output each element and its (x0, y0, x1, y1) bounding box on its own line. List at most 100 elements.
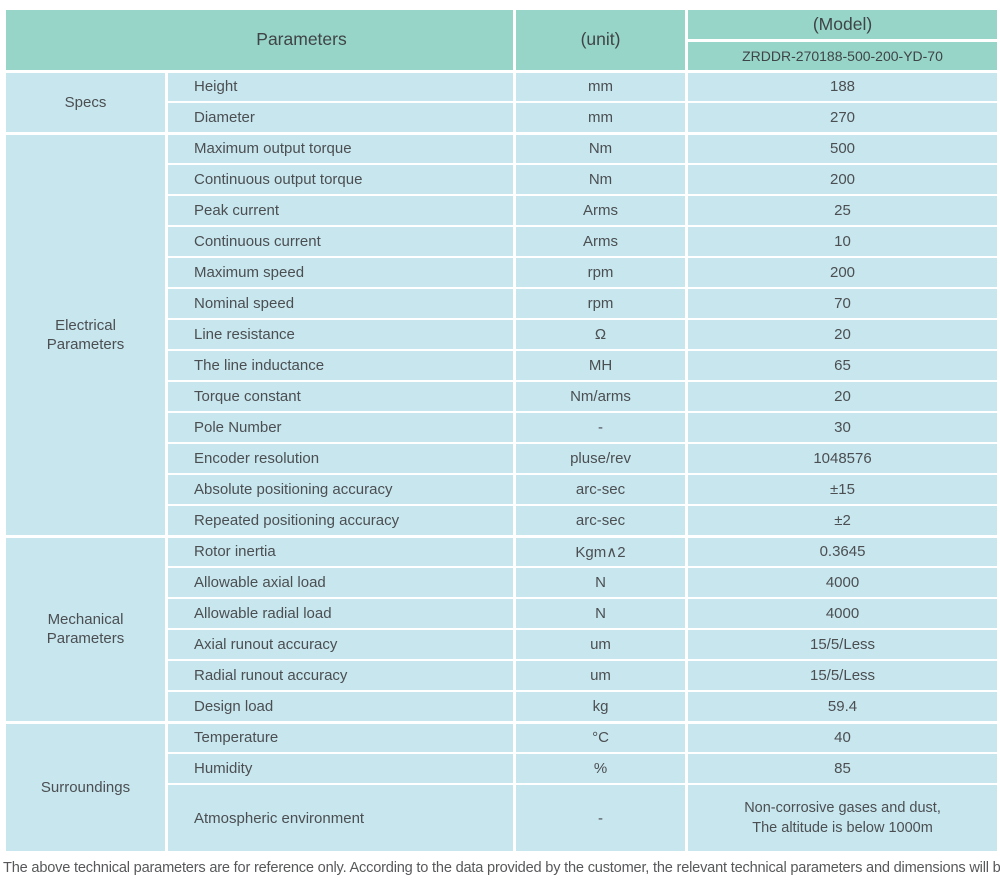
unit-cell: Nm/arms (513, 380, 689, 413)
section-label-electrical: Electrical Parameters (3, 131, 168, 537)
param-name-cell: Maximum speed (164, 256, 517, 289)
param-name-cell: Humidity (164, 752, 517, 785)
table-row: The line inductance MH 65 (5, 349, 1000, 382)
table-row: Electrical Parameters Maximum output tor… (3, 131, 1000, 537)
param-name-cell: Absolute positioning accuracy (164, 473, 517, 506)
unit-cell: arc-sec (513, 473, 689, 506)
value-cell: 200 (685, 163, 1000, 196)
table-row: Pole Number - 30 (5, 411, 1000, 444)
value-cell: 0.3645 (685, 534, 1000, 568)
value-cell: 4000 (685, 597, 1000, 630)
table-row: Axial runout accuracy um 15/5/Less (5, 628, 1000, 661)
value-cell: 500 (685, 131, 1000, 165)
table-row: Encoder resolution pluse/rev 1048576 (5, 442, 1000, 475)
param-name-cell: Pole Number (164, 411, 517, 444)
table-row: Repeated positioning accuracy arc-sec ±2 (5, 504, 1000, 537)
header-row-2: ZRDDR-270188-500-200-YD-70 (5, 39, 1000, 73)
value-cell: 70 (685, 287, 1000, 320)
param-name-cell: Nominal speed (164, 287, 517, 320)
value-cell: 1048576 (685, 442, 1000, 475)
param-name-cell: Repeated positioning accuracy (164, 504, 517, 537)
param-name-cell: Atmospheric environment (164, 783, 517, 853)
unit-cell: Nm (513, 131, 689, 165)
table-row: Humidity % 85 (5, 752, 1000, 785)
unit-cell: Nm (513, 163, 689, 196)
value-cell: 15/5/Less (685, 659, 1000, 692)
value-cell: 270 (685, 101, 1000, 134)
value-cell: 40 (685, 720, 1000, 754)
unit-cell: Ω (513, 318, 689, 351)
param-name-cell: Temperature (164, 720, 517, 754)
value-cell: 65 (685, 349, 1000, 382)
unit-cell: pluse/rev (513, 442, 689, 475)
unit-cell: MH (513, 349, 689, 382)
param-name-cell: Radial runout accuracy (164, 659, 517, 692)
table-row: Allowable axial load N 4000 (5, 566, 1000, 599)
value-cell: 85 (685, 752, 1000, 785)
param-name-cell: Design load (164, 690, 517, 723)
value-cell: 10 (685, 225, 1000, 258)
value-cell: 30 (685, 411, 1000, 444)
table-row: Atmospheric environment - Non-corrosive … (5, 783, 1000, 853)
spec-table: Parameters (unit) (Model) ZRDDR-270188-5… (2, 8, 1000, 853)
param-name-cell: Line resistance (164, 318, 517, 351)
unit-cell: arc-sec (513, 504, 689, 537)
table-row: Torque constant Nm/arms 20 (5, 380, 1000, 413)
unit-cell: N (513, 566, 689, 599)
value-cell: ±2 (685, 504, 1000, 537)
table-row: Line resistance Ω 20 (5, 318, 1000, 351)
unit-cell: kg (513, 690, 689, 723)
unit-cell: N (513, 597, 689, 630)
table-row: Continuous output torque Nm 200 (5, 163, 1000, 196)
unit-cell: - (513, 411, 689, 444)
value-cell: ±15 (685, 473, 1000, 506)
unit-header: (unit) (513, 8, 689, 73)
value-cell: 15/5/Less (685, 628, 1000, 661)
table-row: Surroundings Temperature °C 40 (3, 720, 1000, 853)
header-row-1: Parameters (unit) (Model) (2, 8, 1000, 73)
param-name-cell: Allowable radial load (164, 597, 517, 630)
value-cell: 4000 (685, 566, 1000, 599)
param-name-cell: Peak current (164, 194, 517, 227)
unit-cell: um (513, 628, 689, 661)
section-label-mechanical: Mechanical Parameters (3, 534, 168, 723)
unit-cell: Arms (513, 225, 689, 258)
unit-cell: Kgm∧2 (513, 534, 689, 568)
table-row: Continuous current Arms 10 (5, 225, 1000, 258)
unit-cell: Arms (513, 194, 689, 227)
table-row: Diameter mm 270 (5, 101, 1000, 134)
value-cell: 20 (685, 380, 1000, 413)
value-cell: 200 (685, 256, 1000, 289)
param-name-cell: Torque constant (164, 380, 517, 413)
unit-cell: mm (513, 101, 689, 134)
model-number: ZRDDR-270188-500-200-YD-70 (685, 39, 1000, 73)
param-name-cell: The line inductance (164, 349, 517, 382)
param-name-cell: Rotor inertia (164, 534, 517, 568)
parameters-header: Parameters (2, 8, 517, 73)
table-row: Nominal speed rpm 70 (5, 287, 1000, 320)
unit-cell: - (513, 783, 689, 853)
value-cell: 25 (685, 194, 1000, 227)
param-name-cell: Height (164, 69, 517, 103)
table-row: Radial runout accuracy um 15/5/Less (5, 659, 1000, 692)
table-row: Specs Height mm 188 (3, 69, 1000, 134)
param-name-cell: Maximum output torque (164, 131, 517, 165)
unit-cell: rpm (513, 256, 689, 289)
param-name-cell: Axial runout accuracy (164, 628, 517, 661)
value-cell: 20 (685, 318, 1000, 351)
param-name-cell: Continuous output torque (164, 163, 517, 196)
footnote-text: The above technical parameters are for r… (3, 860, 1000, 876)
section-label-surroundings: Surroundings (3, 720, 168, 853)
section-label-specs: Specs (3, 69, 168, 134)
param-name-cell: Diameter (164, 101, 517, 134)
unit-cell: °C (513, 720, 689, 754)
unit-cell: % (513, 752, 689, 785)
param-name-cell: Encoder resolution (164, 442, 517, 475)
table-row: Maximum speed rpm 200 (5, 256, 1000, 289)
model-header: (Model) (685, 8, 1000, 42)
value-cell: Non-corrosive gases and dust, The altitu… (685, 783, 1000, 853)
table-row: Absolute positioning accuracy arc-sec ±1… (5, 473, 1000, 506)
table-row: Design load kg 59.4 (5, 690, 1000, 723)
unit-cell: rpm (513, 287, 689, 320)
